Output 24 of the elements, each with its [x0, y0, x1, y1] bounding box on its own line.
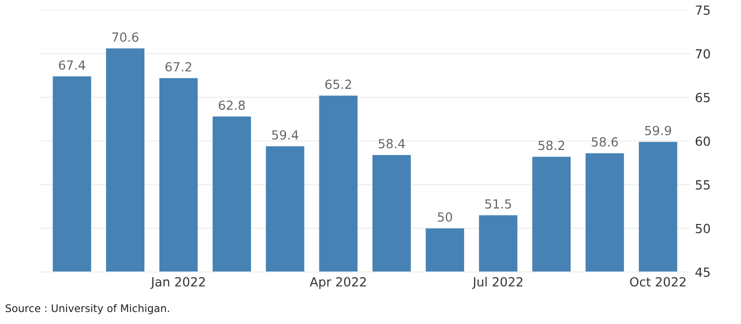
x-tick-label: Oct 2022: [630, 277, 686, 287]
x-tick-label: Apr 2022: [310, 277, 366, 289]
data-label: 59.9: [645, 126, 672, 136]
x-tick-label: Jan 2022: [150, 277, 205, 289]
data-label: 67.4: [58, 60, 86, 70]
y-tick-label: 75: [696, 6, 710, 15]
y-tick-label: 70: [696, 49, 710, 59]
y-tick-label: 50: [696, 224, 710, 234]
data-label: 59.4: [272, 130, 298, 140]
data-label: 70.6: [112, 32, 138, 42]
data-label: 50: [438, 212, 452, 222]
data-label: 51.5: [485, 199, 512, 209]
data-label: 58.4: [378, 138, 405, 148]
y-tick-label: 45: [695, 268, 710, 277]
source-note: Source : University of Michigan.: [6, 304, 169, 314]
y-tick-label: 60: [696, 136, 710, 146]
data-label: 67.2: [165, 62, 192, 72]
x-tick-label: Jul 2022: [472, 276, 522, 289]
data-label: 58.6: [592, 137, 618, 147]
data-label: 65.2: [325, 80, 352, 89]
y-tick-label: 55: [696, 180, 710, 190]
data-label: 62.8: [218, 100, 245, 110]
y-tick-label: 65: [696, 92, 710, 102]
data-label: 58.2: [538, 140, 564, 150]
